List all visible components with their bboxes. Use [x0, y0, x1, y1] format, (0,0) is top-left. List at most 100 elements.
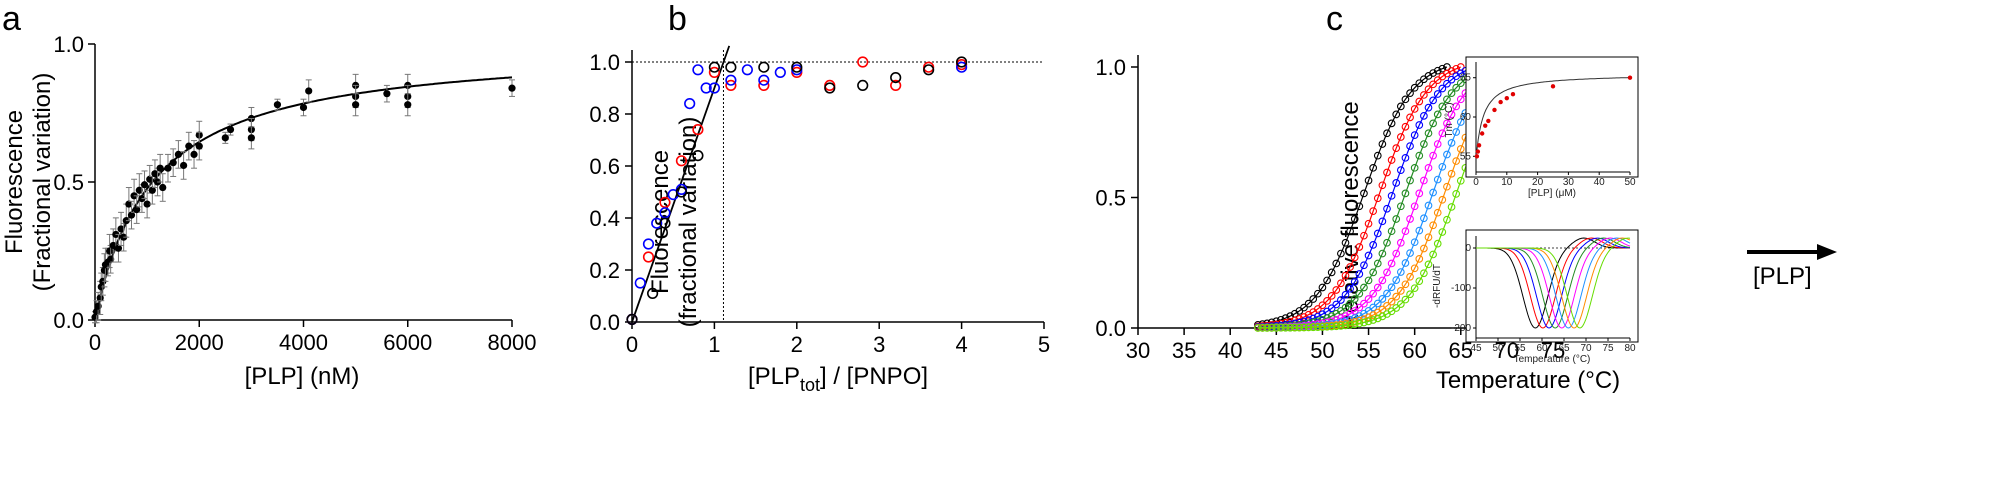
panel-c-data-point [1364, 219, 1373, 228]
panel-c-data-point [1360, 318, 1368, 327]
panel-c-data-point [1364, 251, 1373, 260]
panel-c-data-point [1392, 144, 1401, 153]
panel-letter-c: c [1326, 0, 1343, 38]
panel-c-data-point [1369, 163, 1378, 172]
panel-c-data-point [1447, 67, 1456, 75]
panel-b: Fluorescence (fractional variation) [PLP… [589, 45, 1050, 395]
panel-a-data-point [156, 164, 164, 172]
panel-c-data-point [1323, 322, 1331, 331]
panel-b-data-point [923, 64, 935, 76]
inset-deriv-curve [1476, 237, 1631, 329]
panel-c-data-point [1364, 176, 1373, 185]
inset-tm-y-tick-label: 65 [1460, 73, 1472, 84]
panel-c-y-tick-label: 1.0 [1095, 55, 1126, 80]
panel-c-data-point [1456, 69, 1465, 78]
panel-c-data-point [1456, 118, 1465, 126]
panel-b-data-point [692, 64, 704, 76]
panel-c-data-point [1452, 102, 1461, 111]
inset-tm-x-tick-label: 50 [1624, 177, 1636, 188]
panel-c-data-point [1401, 259, 1410, 267]
panel-c-x-tick-label: 55 [1356, 338, 1380, 363]
panel-a-data-point [100, 266, 108, 274]
panel-c-data-point [1300, 303, 1308, 312]
panel-c-data-point [1364, 295, 1373, 303]
panel-c-data-point [1378, 294, 1387, 303]
panel-c-data-point [1387, 297, 1396, 306]
panel-c-data-point [1438, 162, 1447, 171]
inset-deriv-xlabel: Temperature (°C) [1514, 354, 1591, 365]
panel-c-data-point [1433, 110, 1442, 119]
panel-c-x-tick-label: 30 [1126, 338, 1150, 363]
panel-c-x-tick-label: 40 [1218, 338, 1242, 363]
panel-c-data-point [1327, 291, 1336, 300]
panel-c-data-point [1452, 128, 1461, 136]
panel-b-data-point [659, 196, 671, 208]
panel-c-data-point [1300, 323, 1308, 332]
panel-b-y-tick-label: 0.2 [589, 258, 620, 283]
panel-c-melt-curve [1257, 66, 1503, 329]
panel-b-data-point [626, 313, 638, 326]
panel-c-data-point [1387, 156, 1396, 164]
panel-a-data-point [114, 244, 123, 252]
panel-c-data-point [1438, 84, 1447, 93]
panel-c-data-point [1433, 239, 1442, 248]
panel-a-ylabel-line2: (Fractional variation) [29, 73, 56, 292]
panel-c-data-point [1373, 314, 1382, 323]
panel-c-data-point [1369, 207, 1378, 215]
panel-c-data-point [1383, 289, 1391, 298]
inset-deriv-y-tick-label: -100 [1451, 283, 1471, 294]
panel-c-data-point [1452, 83, 1461, 92]
panel-c-data-point [1447, 110, 1456, 119]
panel-c-data-point [1420, 214, 1428, 223]
panel-c-data-point [1313, 289, 1322, 298]
panel-c-data-point [1401, 280, 1410, 289]
panel-a-data-point [105, 247, 114, 255]
panel-b-data-point [642, 238, 655, 250]
panel-c-data-point [1415, 79, 1424, 88]
inset-tm-data-point [1479, 131, 1485, 136]
panel-c-data-point [1410, 163, 1419, 172]
panel-c-data-point [1323, 276, 1331, 285]
panel-c-data-point [1350, 215, 1359, 223]
panel-c-data-point [1373, 151, 1382, 160]
panel-b-y-tick-label: 0.0 [589, 310, 620, 335]
panel-c-data-point [1318, 323, 1327, 331]
panel-a-data-point [140, 181, 149, 189]
inset-deriv-x-tick-label: 80 [1624, 343, 1636, 354]
panel-c-data-point [1429, 221, 1437, 230]
panel-a-data-point [107, 255, 115, 263]
panel-a-ylabel-line1: Fluorescence [1, 110, 28, 254]
panel-c-data-point [1355, 243, 1364, 251]
panel-c-data-point [1387, 283, 1396, 292]
panel-c-data-point [1424, 233, 1433, 242]
inset-tm-ylabel: Tm (°C) [1444, 102, 1455, 137]
panel-c-data-point [1420, 140, 1428, 148]
inset-tm-x-tick-label: 0 [1473, 177, 1479, 188]
panel-c-data-point [1332, 322, 1341, 331]
panel-b-data-point [758, 74, 770, 86]
inset-tm-data-point [1504, 95, 1510, 101]
panel-c-data-point [1443, 79, 1451, 88]
panel-c-data-point [1433, 66, 1442, 75]
panel-c-data-point [1337, 322, 1345, 330]
panel-c-data-point [1424, 163, 1433, 172]
panel-c-data-point [1387, 191, 1396, 200]
panel-letter-a: a [2, 0, 21, 38]
panel-c-y-tick-label: 0.5 [1095, 186, 1126, 211]
panel-b-points [626, 56, 968, 326]
panel-c-data-point [1267, 324, 1276, 332]
panel-c-data-point [1452, 64, 1461, 73]
panel-c-y-tick-label: 0.0 [1095, 316, 1126, 341]
panel-b-data-point [857, 79, 869, 91]
panel-c-data-point [1355, 202, 1364, 211]
panel-c-data-point [1341, 290, 1350, 299]
panel-c-data-point [1392, 179, 1401, 187]
panel-c-data-point [1373, 299, 1382, 308]
panel-c-data-point [1272, 324, 1281, 332]
panel-c-data-point [1406, 176, 1414, 185]
panel-b-data-point [642, 251, 655, 263]
panel-c-data-point [1429, 96, 1437, 105]
panel-b-data-point [675, 155, 688, 167]
panel-c-data-point [1341, 271, 1350, 280]
panel-c-data-point [1443, 119, 1451, 128]
